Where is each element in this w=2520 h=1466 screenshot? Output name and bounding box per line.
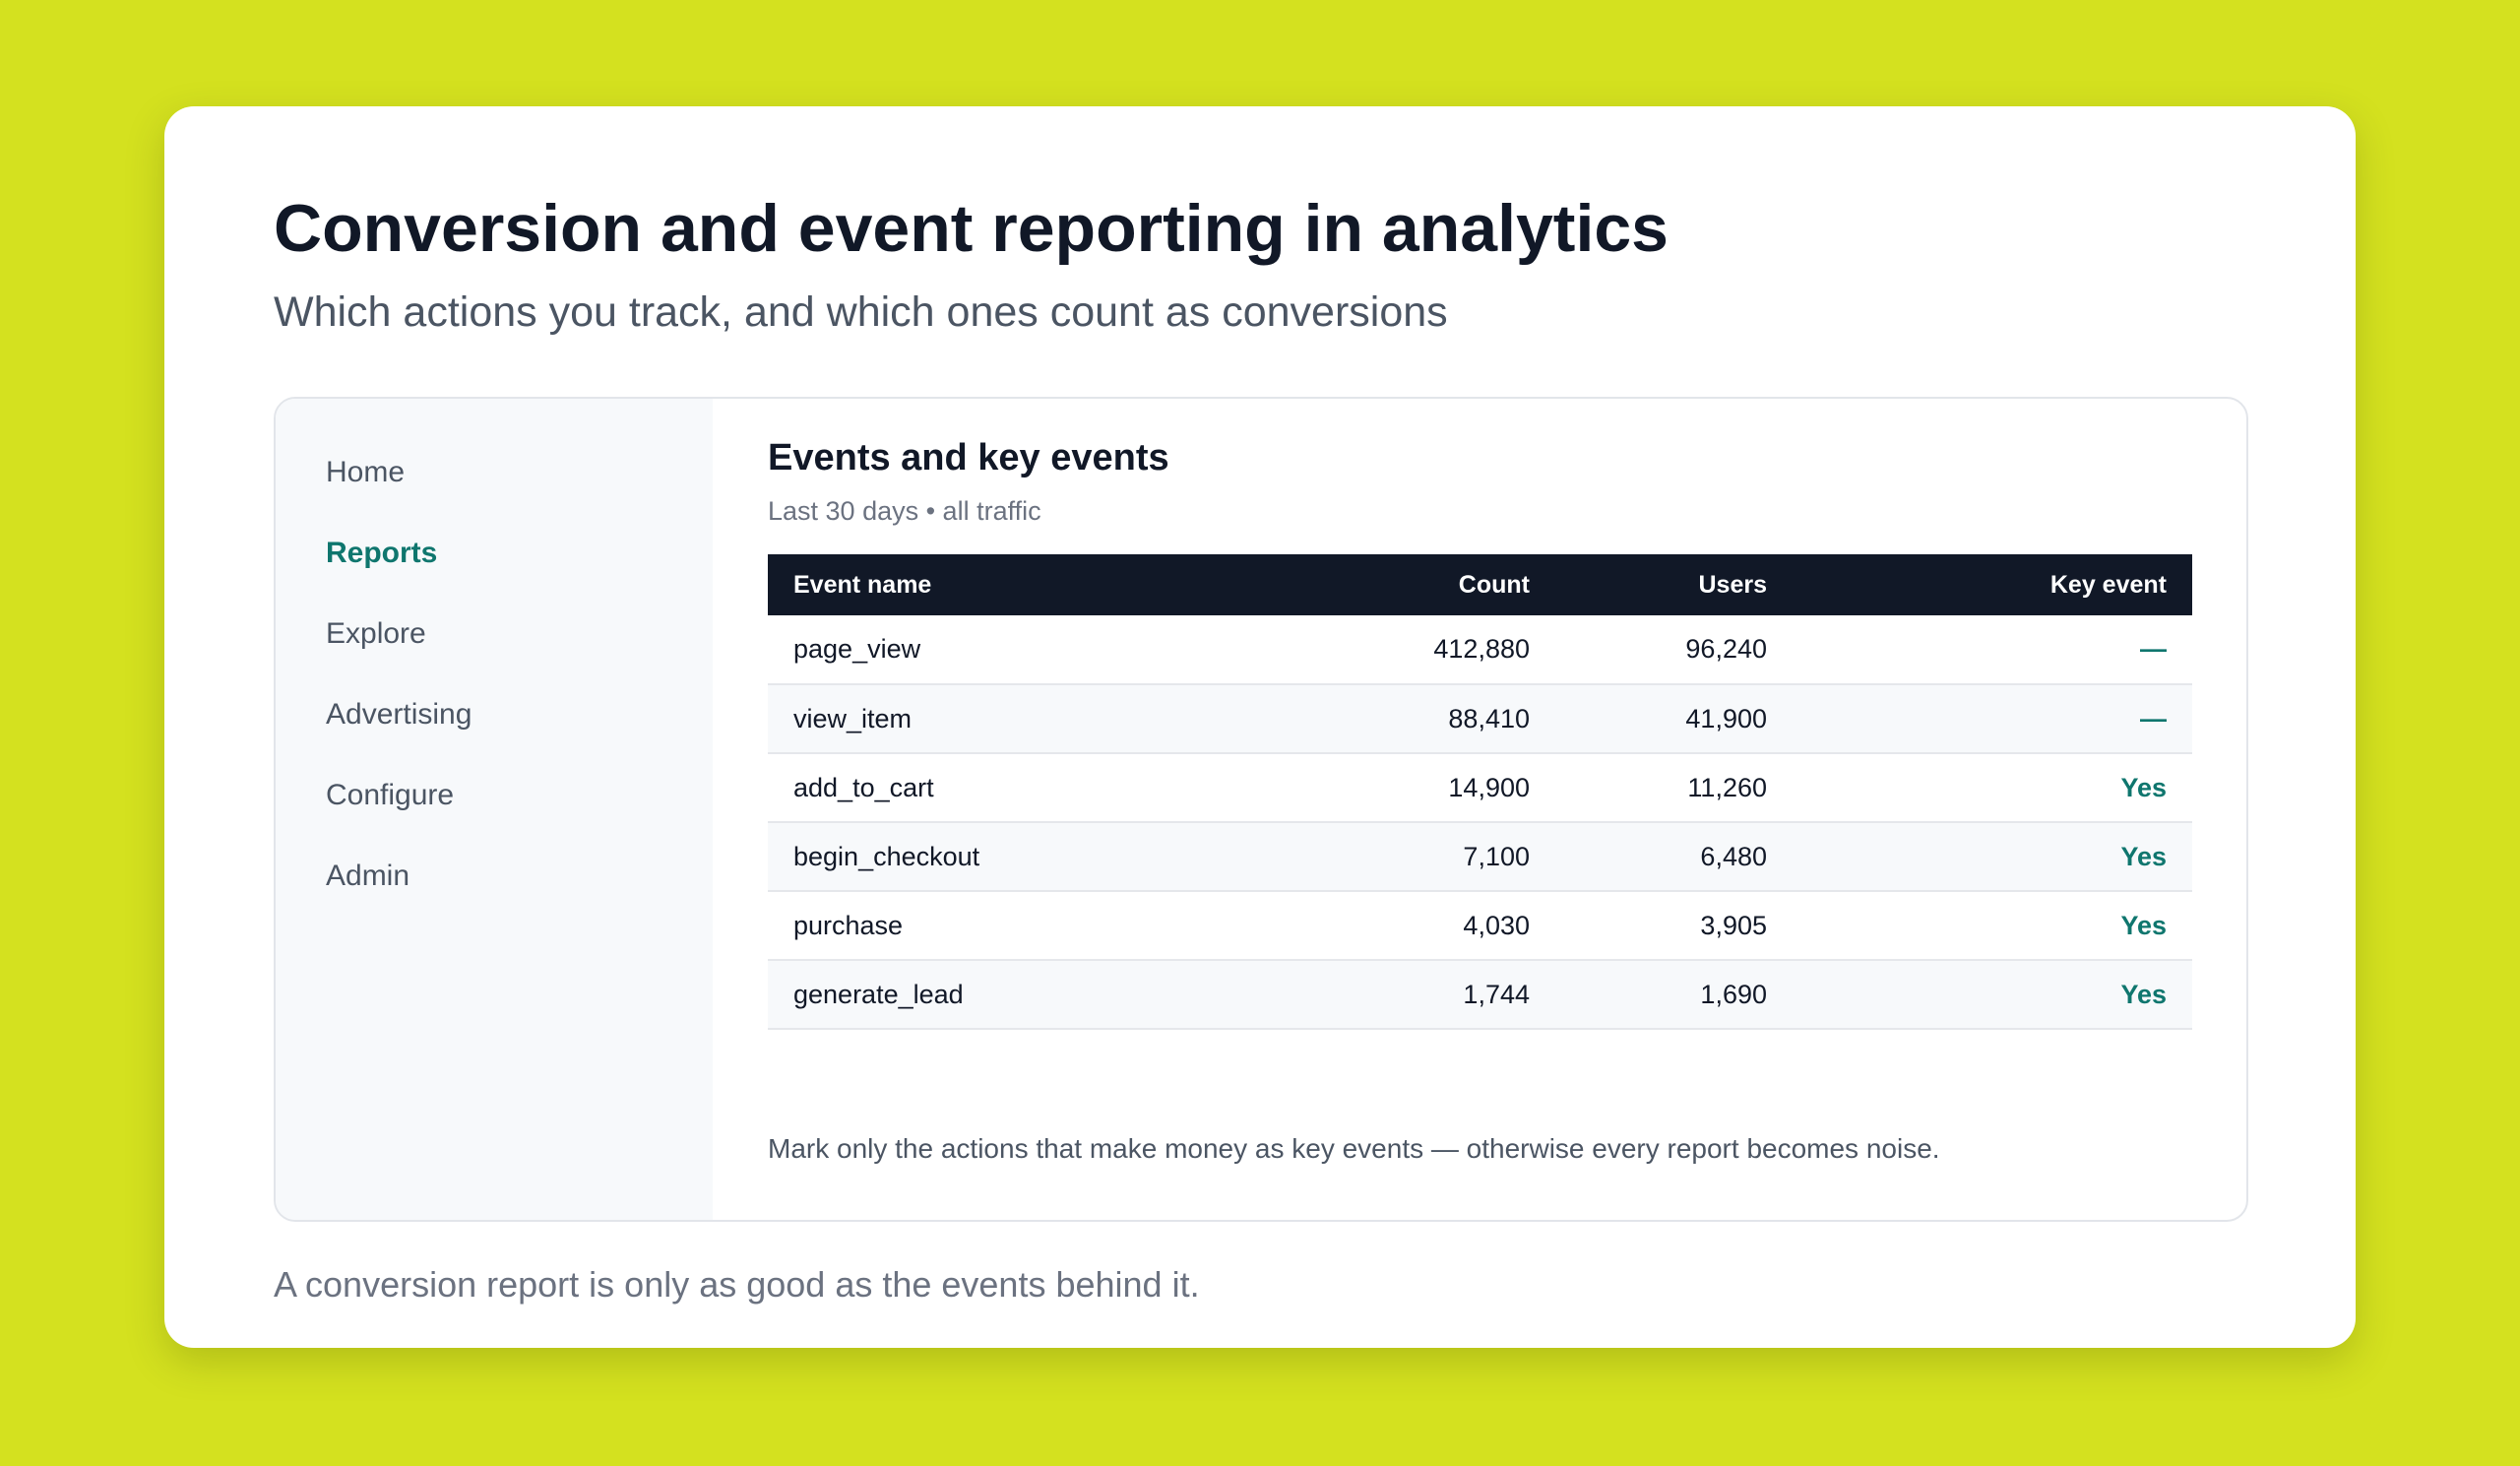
sidebar-item-explore[interactable]: Explore bbox=[326, 617, 426, 650]
count-cell: 7,100 bbox=[1260, 822, 1555, 892]
analytics-app-window: Home Reports Explore Advertising Configu… bbox=[274, 397, 2248, 1222]
count-cell: 14,900 bbox=[1260, 753, 1555, 823]
table-row[interactable]: generate_lead 1,744 1,690 Yes bbox=[768, 960, 2192, 1030]
count-cell: 1,744 bbox=[1260, 960, 1555, 1030]
users-cell: 41,900 bbox=[1555, 684, 1793, 754]
sidebar-item-advertising[interactable]: Advertising bbox=[326, 698, 472, 731]
event-name-cell: begin_checkout bbox=[768, 822, 1260, 892]
column-header-count[interactable]: Count bbox=[1260, 554, 1555, 615]
events-table: Event name Count Users Key event page_vi… bbox=[768, 554, 2192, 1030]
key-event-cell: — bbox=[1793, 615, 2192, 685]
count-cell: 88,410 bbox=[1260, 684, 1555, 754]
table-row[interactable]: purchase 4,030 3,905 Yes bbox=[768, 891, 2192, 961]
column-header-users[interactable]: Users bbox=[1555, 554, 1793, 615]
event-name-cell: generate_lead bbox=[768, 960, 1260, 1030]
event-name-cell: page_view bbox=[768, 615, 1260, 685]
users-cell: 6,480 bbox=[1555, 822, 1793, 892]
sidebar-item-admin[interactable]: Admin bbox=[326, 860, 410, 892]
key-event-cell: Yes bbox=[1793, 891, 2192, 961]
table-row[interactable]: add_to_cart 14,900 11,260 Yes bbox=[768, 753, 2192, 823]
table-row[interactable]: page_view 412,880 96,240 — bbox=[768, 615, 2192, 685]
sidebar-item-configure[interactable]: Configure bbox=[326, 779, 455, 811]
users-cell: 1,690 bbox=[1555, 960, 1793, 1030]
column-header-event-name[interactable]: Event name bbox=[768, 554, 1260, 615]
event-name-cell: view_item bbox=[768, 684, 1260, 754]
sidebar: Home Reports Explore Advertising Configu… bbox=[276, 399, 713, 1220]
users-cell: 11,260 bbox=[1555, 753, 1793, 823]
event-name-cell: add_to_cart bbox=[768, 753, 1260, 823]
count-cell: 4,030 bbox=[1260, 891, 1555, 961]
column-header-key-event[interactable]: Key event bbox=[1793, 554, 2192, 615]
key-event-cell: Yes bbox=[1793, 753, 2192, 823]
key-event-cell: Yes bbox=[1793, 960, 2192, 1030]
main-panel: Events and key events Last 30 days • all… bbox=[713, 399, 2246, 1220]
footer-caption: A conversion report is only as good as t… bbox=[274, 1264, 1200, 1305]
users-cell: 96,240 bbox=[1555, 615, 1793, 685]
page-subtitle: Which actions you track, and which ones … bbox=[274, 288, 1448, 336]
table-header-row: Event name Count Users Key event bbox=[768, 554, 2192, 615]
page-title: Conversion and event reporting in analyt… bbox=[274, 191, 1669, 266]
table-row[interactable]: begin_checkout 7,100 6,480 Yes bbox=[768, 822, 2192, 892]
table-row[interactable]: view_item 88,410 41,900 — bbox=[768, 684, 2192, 754]
key-event-cell: Yes bbox=[1793, 822, 2192, 892]
key-event-cell: — bbox=[1793, 684, 2192, 754]
key-events-note: Mark only the actions that make money as… bbox=[768, 1133, 1940, 1164]
sidebar-item-reports[interactable]: Reports bbox=[326, 537, 438, 569]
event-name-cell: purchase bbox=[768, 891, 1260, 961]
count-cell: 412,880 bbox=[1260, 615, 1555, 685]
content-card: Conversion and event reporting in analyt… bbox=[164, 106, 2356, 1348]
users-cell: 3,905 bbox=[1555, 891, 1793, 961]
panel-title: Events and key events bbox=[768, 437, 1169, 478]
date-range-label: Last 30 days • all traffic bbox=[768, 496, 1041, 526]
sidebar-item-home[interactable]: Home bbox=[326, 456, 406, 488]
